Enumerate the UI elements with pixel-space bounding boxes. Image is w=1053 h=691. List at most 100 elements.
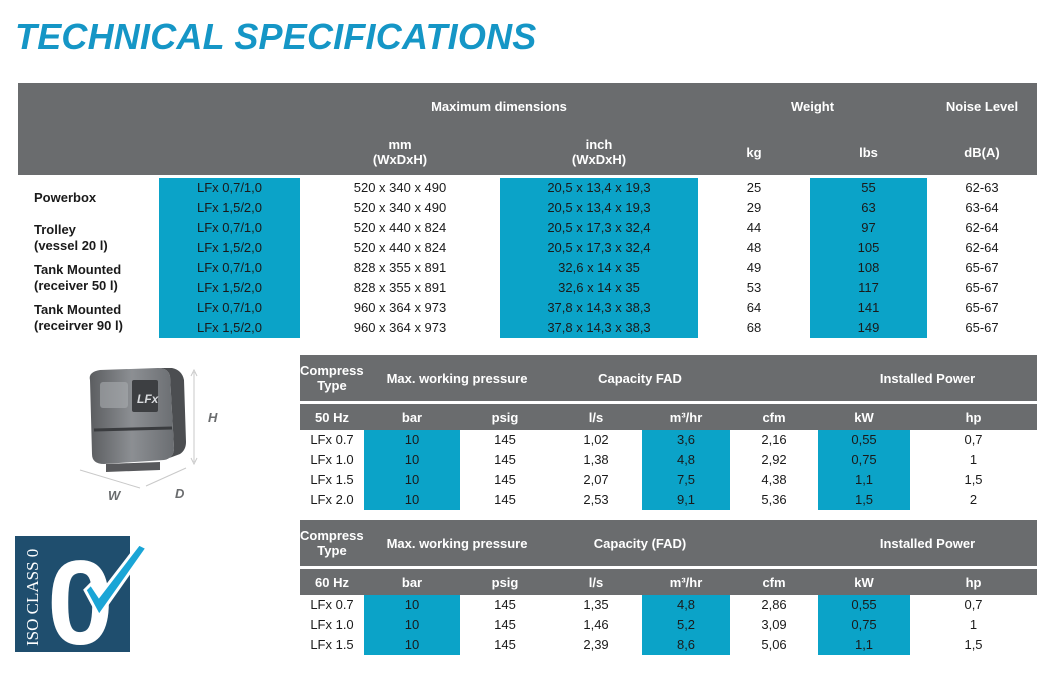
unit-kw: kW (818, 569, 911, 595)
kg-cell: 29 (746, 200, 762, 215)
kg-cell: 49 (746, 260, 762, 275)
header-installed-power: Installed Power (818, 520, 1038, 566)
group-label-line2: (receiver 50 l) (34, 278, 118, 293)
table-row: Powerbox LFx 0,7/1,0 520 x 340 x 490 20,… (18, 178, 1037, 205)
psig-cell: 145 (494, 617, 516, 632)
group-label-line2: (vessel 20 l) (34, 238, 108, 253)
header-weight: Weight (698, 83, 927, 129)
bar-cell: 10 (364, 430, 460, 450)
kw-cell: 0,55 (818, 430, 911, 450)
cfm-cell: 5,36 (761, 492, 787, 507)
model-cell: LFx 1,5/2,0 (159, 278, 300, 298)
m3hr-cell: 4,8 (642, 450, 731, 470)
table-50hz: Compressor Type Max. working pressure Ca… (300, 355, 1038, 510)
db-cell: 62-63 (965, 180, 999, 195)
unit-psig: psig (460, 404, 551, 430)
lbs-cell: 105 (810, 238, 927, 258)
mm-cell: 828 x 355 x 891 (353, 260, 447, 275)
unit-bar: bar (364, 569, 460, 595)
unit-psig: psig (460, 569, 551, 595)
kg-cell: 25 (746, 180, 762, 195)
inch-cell: 20,5 x 17,3 x 32,4 (500, 238, 698, 258)
group-label-line1: Tank Mounted (34, 302, 122, 317)
db-cell: 63-64 (965, 200, 999, 215)
psig-cell: 145 (494, 452, 516, 467)
table-row: LFx 1,5/2,0 828 x 355 x 891 32,6 x 14 x … (18, 278, 1037, 298)
lbs-cell: 63 (810, 198, 927, 218)
group-label: Powerbox (18, 178, 159, 218)
ls-cell: 1,46 (583, 617, 609, 632)
ls-cell: 2,07 (583, 472, 609, 487)
header-max-dimensions: Maximum dimensions (300, 83, 698, 129)
model-cell: LFx 0,7/1,0 (159, 218, 300, 238)
type-cell: LFx 1.5 (310, 472, 354, 487)
table-60hz: Compressor Type Max. working pressure Ca… (300, 520, 1038, 655)
model-cell: LFx 1,5/2,0 (159, 238, 300, 258)
unit-cfm: cfm (730, 404, 819, 430)
table-row: LFx 1.0 10 145 1,38 4,8 2,92 0,75 1 (300, 450, 1037, 470)
inch-cell: 32,6 x 14 x 35 (500, 278, 698, 298)
inch-cell: 20,5 x 13,4 x 19,3 (500, 198, 698, 218)
iso-badge-text: ISO CLASS 0 (23, 549, 42, 646)
header-db: dB(A) (927, 129, 1037, 175)
group-label-line2: (receirver 90 l) (34, 318, 123, 333)
ls-cell: 1,02 (583, 432, 609, 447)
mm-cell: 960 x 364 x 973 (353, 300, 447, 315)
ls-cell: 2,39 (583, 637, 609, 652)
type-cell: LFx 0.7 (310, 597, 354, 612)
unit-hz: 60 Hz (300, 569, 364, 595)
bar-cell: 10 (364, 595, 460, 615)
inch-cell: 20,5 x 13,4 x 19,3 (500, 178, 698, 198)
header-lbs: lbs (810, 129, 927, 175)
depth-label: D (175, 486, 185, 501)
kw-cell: 0,75 (818, 450, 911, 470)
header-max-pressure: Max. working pressure (364, 520, 551, 566)
cfm-cell: 4,38 (761, 472, 787, 487)
table-row: LFx 1.5 10 145 2,07 7,5 4,38 1,1 1,5 (300, 470, 1037, 490)
header-mm-sub: (WxDxH) (372, 152, 428, 167)
header-noise-level: Noise Level (927, 83, 1037, 129)
group-label-line1: Trolley (34, 222, 76, 237)
db-cell: 65-67 (965, 280, 999, 295)
inch-cell: 20,5 x 17,3 x 32,4 (500, 218, 698, 238)
bar-cell: 10 (364, 615, 460, 635)
compressor-icon (89, 368, 186, 472)
m3hr-cell: 7,5 (642, 470, 731, 490)
psig-cell: 145 (494, 492, 516, 507)
unit-m3hr: m³/hr (642, 404, 731, 430)
header-mm-label: mm (388, 137, 412, 152)
hp-cell: 0,7 (964, 597, 983, 612)
bar-cell: 10 (364, 490, 460, 510)
ls-cell: 2,53 (583, 492, 609, 507)
bar-cell: 10 (364, 450, 460, 470)
inch-cell: 37,8 x 14,3 x 38,3 (500, 298, 698, 318)
kg-cell: 48 (746, 240, 762, 255)
m3hr-cell: 9,1 (642, 490, 731, 510)
kw-cell: 0,55 (818, 595, 911, 615)
ls-cell: 1,38 (583, 452, 609, 467)
type-cell: LFx 1.5 (310, 637, 354, 652)
psig-cell: 145 (494, 472, 516, 487)
dimension-lines (79, 368, 198, 489)
header-inch-sub: (WxDxH) (571, 152, 627, 167)
header-blank (18, 129, 159, 175)
table-row: LFx 0.7 10 145 1,02 3,6 2,16 0,55 0,7 (300, 430, 1037, 450)
inch-cell: 37,8 x 14,3 x 38,3 (500, 318, 698, 338)
hp-cell: 1 (969, 617, 978, 632)
m3hr-cell: 4,8 (642, 595, 731, 615)
lbs-cell: 97 (810, 218, 927, 238)
lbs-cell: 108 (810, 258, 927, 278)
header-kg: kg (698, 129, 810, 175)
table-row: Tank Mounted (receirver 90 l) LFx 0,7/1,… (18, 298, 1037, 333)
table-row: LFx 0.7 10 145 1,35 4,8 2,86 0,55 0,7 (300, 595, 1037, 615)
type-cell: LFx 1.0 (310, 617, 354, 632)
group-label-line1: Tank Mounted (34, 262, 122, 277)
db-cell: 62-64 (965, 220, 999, 235)
width-label: W (108, 488, 122, 503)
table-row: Tank Mounted (receiver 50 l) LFx 0,7/1,0… (18, 258, 1037, 293)
mm-cell: 520 x 340 x 490 (353, 180, 447, 195)
model-cell: LFx 0,7/1,0 (159, 298, 300, 318)
unit-bar: bar (364, 404, 460, 430)
mm-cell: 828 x 355 x 891 (353, 280, 447, 295)
db-cell: 65-67 (965, 300, 999, 315)
